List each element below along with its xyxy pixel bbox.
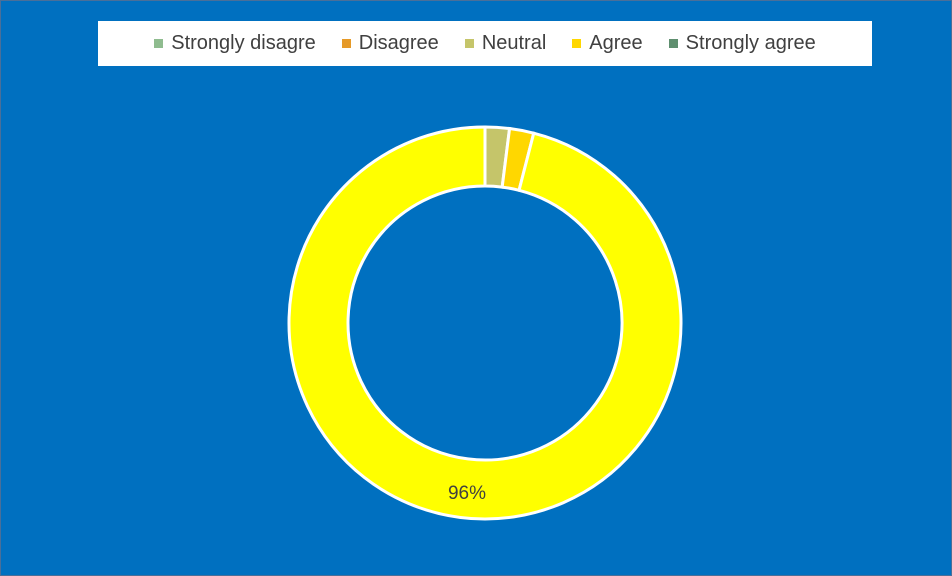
legend-label: Strongly agree: [685, 32, 816, 54]
legend-swatch: [154, 39, 164, 48]
legend-item: Disagree: [341, 32, 439, 55]
legend-label: Disagree: [358, 32, 439, 54]
legend-item: Strongly disagre: [154, 32, 316, 55]
legend-swatch: [464, 39, 474, 48]
data-label: 96%: [448, 483, 486, 504]
legend-label: Neutral: [481, 32, 547, 54]
legend: Strongly disagre Disagree Neutral Agree Stro…: [98, 21, 872, 66]
legend-item: Agree: [572, 32, 643, 55]
legend-item: Neutral: [464, 32, 547, 55]
donut-slice-strongly-agree: [287, 125, 683, 521]
legend-label: Agree: [589, 32, 643, 54]
legend-swatch: [572, 39, 582, 48]
legend-label: Strongly disagre: [171, 32, 316, 54]
legend-swatch: [668, 39, 678, 48]
legend-swatch: [341, 39, 351, 48]
legend-item: Strongly agree: [668, 32, 816, 55]
